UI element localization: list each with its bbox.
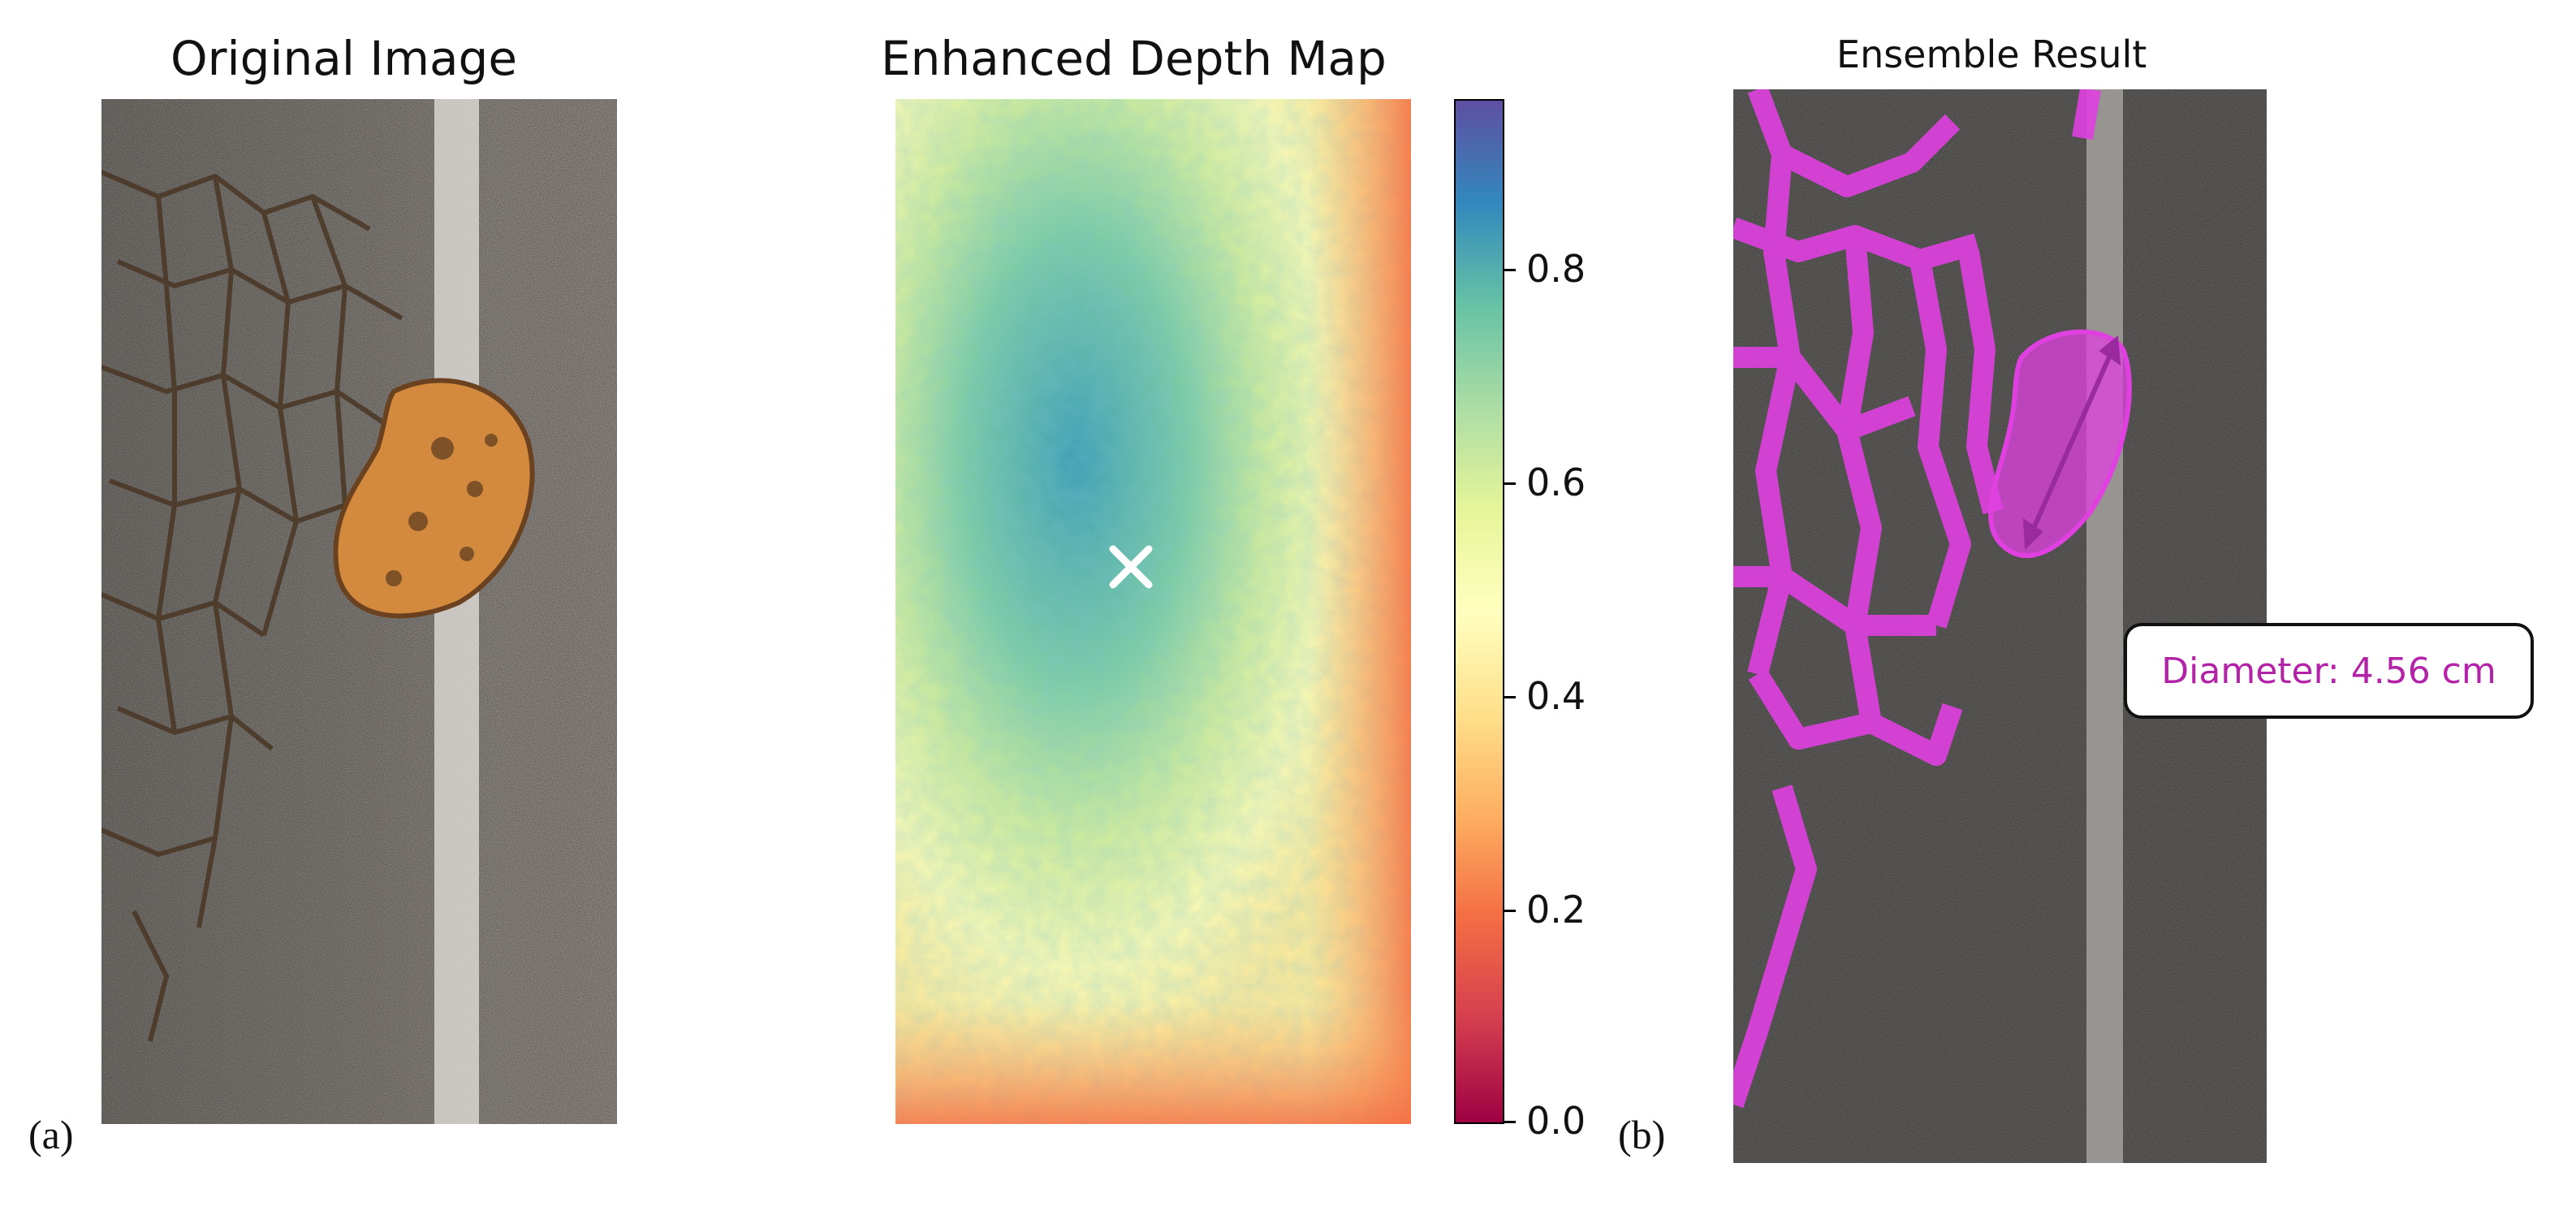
lane-marking xyxy=(2086,89,2123,1163)
crack-network xyxy=(101,170,403,1042)
panel-title-ensemble: Ensemble Result xyxy=(1836,32,2147,76)
colorbar-tick-label: 0.4 xyxy=(1526,674,1586,719)
colorbar-tick-label: 0.8 xyxy=(1526,247,1586,292)
colorbar-tick xyxy=(1504,1121,1516,1123)
original-image xyxy=(101,99,617,1124)
colorbar-tick-label: 0.6 xyxy=(1526,460,1586,505)
panel-title-original: Original Image xyxy=(170,31,518,86)
diameter-label: Diameter: 4.56 cm xyxy=(2161,650,2496,692)
colorbar-tick xyxy=(1504,482,1516,486)
crack-mask xyxy=(1733,89,2101,1109)
colorbar-tick-label: 0.0 xyxy=(1526,1099,1586,1143)
colorbar-tick xyxy=(1504,269,1516,272)
caption-a: (a) xyxy=(28,1112,74,1157)
depth-map xyxy=(895,99,1411,1124)
double-arrow-icon xyxy=(2022,335,2121,551)
pothole xyxy=(333,378,535,619)
colorbar-tick xyxy=(1504,696,1516,699)
x-marker-icon xyxy=(1109,545,1153,589)
original-road-image xyxy=(101,99,617,1124)
diameter-label-box: Diameter: 4.56 cm xyxy=(2124,623,2534,719)
colorbar xyxy=(1454,99,1504,1124)
colorbar-tick xyxy=(1504,910,1516,913)
panel-title-depth-map: Enhanced Depth Map xyxy=(881,31,1387,86)
lane-marking xyxy=(434,99,479,1124)
colorbar-tick-label: 0.2 xyxy=(1526,888,1586,932)
depth-map-image xyxy=(895,99,1411,1124)
caption-b: (b) xyxy=(1618,1112,1666,1157)
